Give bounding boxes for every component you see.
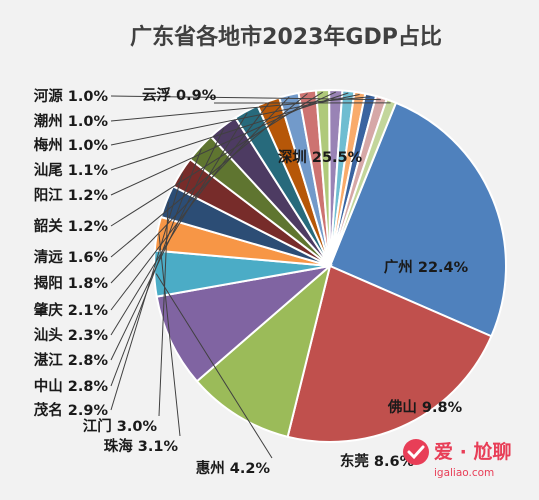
slice-label-11: 汕头 2.3% <box>34 327 109 344</box>
slice-label-6: 珠海 3.1% <box>104 437 179 455</box>
pie-slice-21 <box>329 98 398 267</box>
slice-label-17: 汕尾 1.1% <box>34 162 109 179</box>
leader-line-17 <box>110 92 349 171</box>
slice-label-16: 阳江 1.2% <box>34 186 109 204</box>
leader-line-6 <box>158 233 181 437</box>
leader-line-11 <box>110 112 248 336</box>
slice-label-8: 茂名 2.9% <box>34 401 109 419</box>
pie-slice-3 <box>195 263 332 439</box>
leader-line-5 <box>155 273 273 459</box>
slice-label-4: 东莞 8.6% <box>340 452 415 470</box>
slice-label-3: 佛山 9.8% <box>387 398 463 416</box>
slice-label-7: 江门 3.0% <box>83 417 158 435</box>
slice-label-15: 韶关 1.2% <box>34 217 109 235</box>
leader-line-20 <box>110 95 381 101</box>
slice-label-14: 清远 1.6% <box>34 248 109 266</box>
slice-label-20: 河源 1.0% <box>34 87 109 105</box>
leader-line-14 <box>110 93 308 258</box>
pie-slices <box>153 88 507 444</box>
pie-slice-2 <box>286 264 493 444</box>
slice-label-10: 湛江 2.8% <box>34 351 109 369</box>
watermark-logo-icon <box>403 439 429 465</box>
slice-labels: 深圳 25.5% 广州 22.4% 佛山 9.8% 东莞 8.6% 惠州 4.2% 珠海 … <box>34 86 469 477</box>
slice-label-2: 广州 22.4% <box>384 258 469 276</box>
leader-line-13 <box>110 96 290 284</box>
watermark-url: igaliao.com <box>434 467 494 479</box>
slice-label-12: 肇庆 2.1% <box>34 301 109 319</box>
slice-label-1: 深圳 25.5% <box>278 148 363 166</box>
slice-label-21: 云浮 0.9% <box>142 86 217 104</box>
pie-slice-1 <box>328 101 507 338</box>
slice-label-9: 中山 2.8% <box>34 377 109 395</box>
slice-label-13: 揭阳 1.8% <box>34 274 109 292</box>
pie-slice-4 <box>155 264 334 383</box>
chart-title: 广东省各地市2023年GDP占比 <box>130 24 442 50</box>
slice-label-18: 梅州 1.0% <box>34 136 109 154</box>
leader-line-19 <box>110 96 371 122</box>
slice-label-19: 潮州 1.0% <box>34 112 109 130</box>
watermark-check-icon <box>407 445 425 460</box>
watermark: 爱 · 尬聊 igaliao.com <box>403 439 511 479</box>
watermark-brand: 爱 · 尬聊 <box>434 440 511 463</box>
leader-line-12 <box>110 102 270 311</box>
slice-label-5: 惠州 4.2% <box>196 459 271 477</box>
leader-lines <box>110 91 391 459</box>
